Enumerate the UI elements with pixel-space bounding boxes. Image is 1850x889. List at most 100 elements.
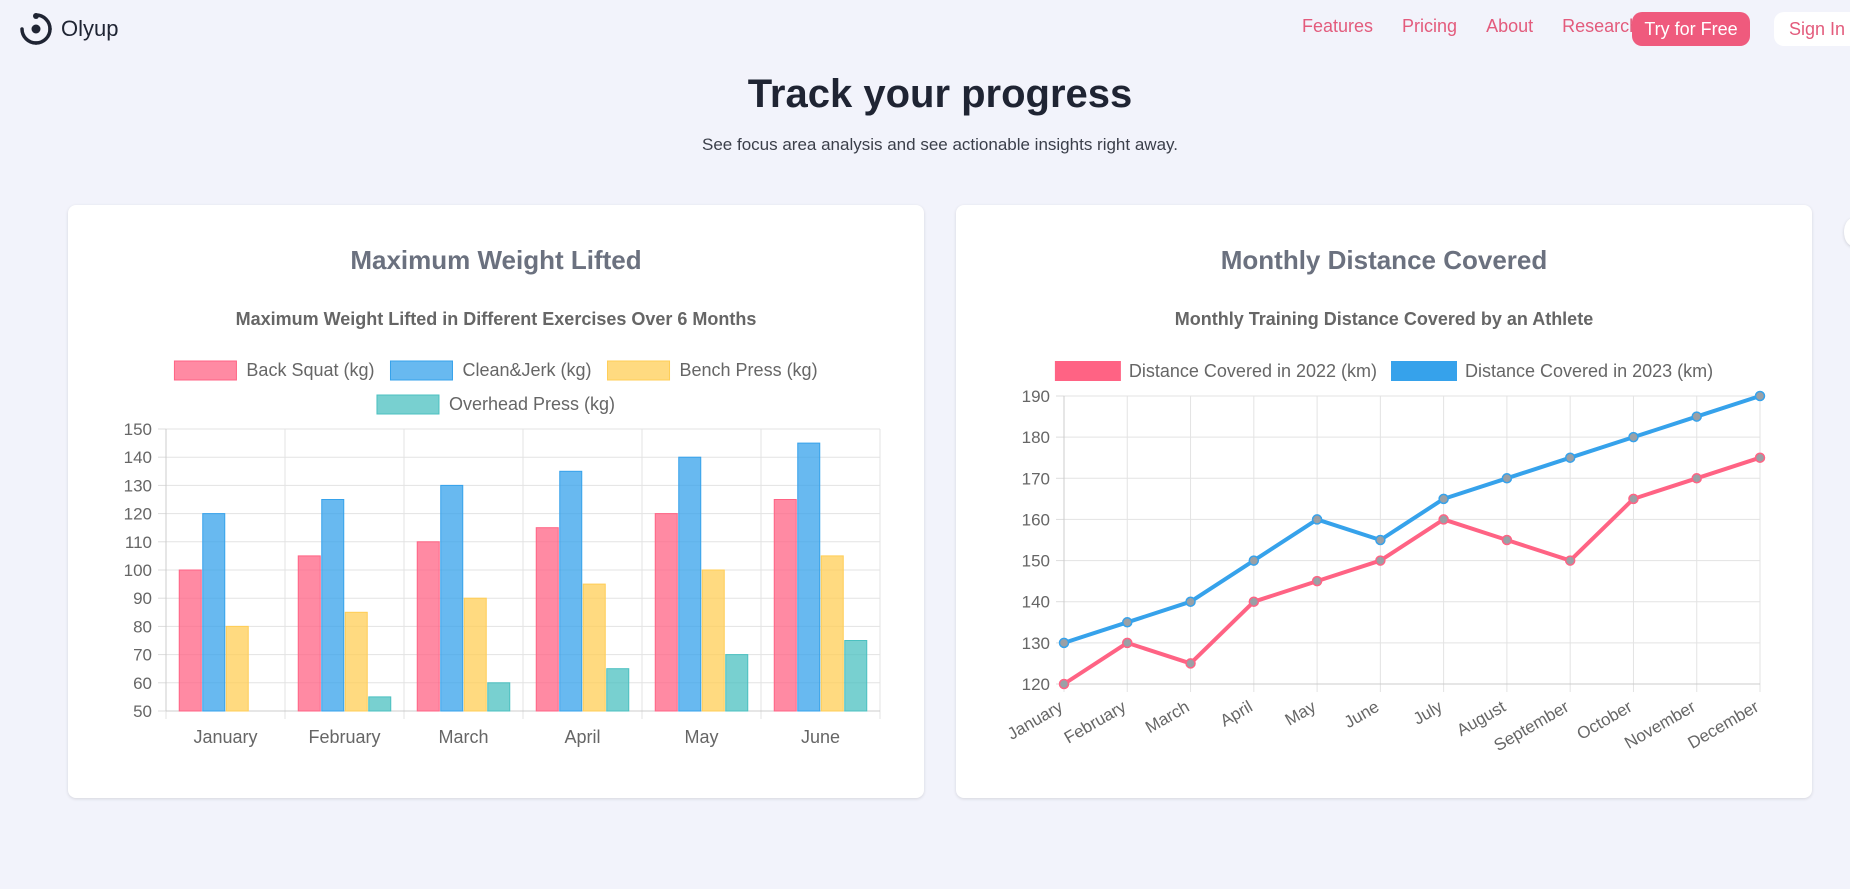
bar	[797, 442, 821, 712]
try-for-free-button[interactable]: Try for Free	[1632, 12, 1750, 46]
y-tick-label: 150	[1022, 552, 1050, 571]
y-tick-label: 130	[1022, 634, 1050, 653]
chart-title: Monthly Training Distance Covered by an …	[1175, 309, 1593, 329]
bar	[725, 654, 749, 712]
x-tick-label: November	[1621, 697, 1699, 753]
series-line	[1063, 394, 1761, 645]
logo-icon	[20, 13, 52, 45]
logo[interactable]: Olyup	[19, 12, 118, 46]
data-point	[1185, 658, 1196, 669]
y-tick-label: 190	[1022, 387, 1050, 406]
y-tick-label: 90	[133, 589, 152, 608]
bar	[844, 640, 868, 712]
x-tick-label: May	[684, 727, 718, 747]
bar	[678, 456, 702, 712]
floating-widget[interactable]	[1844, 218, 1850, 246]
nav-link-research[interactable]: Research	[1562, 16, 1640, 36]
bar	[440, 484, 464, 712]
bar	[559, 470, 583, 712]
series-line	[1062, 455, 1761, 686]
legend-label: Clean&Jerk (kg)	[462, 360, 591, 380]
data-point	[1501, 473, 1513, 484]
distance-chart-card: Monthly Distance Covered Monthly Trainin…	[956, 205, 1812, 798]
bar	[701, 569, 725, 712]
legend-swatch	[1391, 361, 1457, 381]
bar	[820, 555, 844, 712]
y-tick-label: 110	[125, 533, 152, 552]
legend-swatch	[607, 360, 671, 381]
data-point	[1438, 514, 1449, 525]
x-tick-label: March	[1142, 697, 1192, 737]
data-point	[1375, 534, 1386, 546]
sign-in-button[interactable]: Sign In	[1774, 12, 1850, 46]
data-point	[1311, 575, 1323, 587]
navbar: Olyup Features Pricing About Research Tr…	[0, 0, 1850, 58]
bar	[535, 527, 559, 712]
legend-label: Back Squat (kg)	[246, 360, 374, 380]
bar	[416, 541, 440, 712]
nav-link-about[interactable]: About	[1486, 16, 1534, 36]
bar	[606, 668, 630, 712]
x-tick-label: June	[1341, 697, 1382, 732]
data-point	[1501, 534, 1513, 546]
x-tick-label: June	[801, 727, 840, 747]
legend-label: Bench Press (kg)	[680, 360, 818, 380]
data-point	[1375, 555, 1386, 566]
nav-link-features[interactable]: Features	[1302, 16, 1374, 36]
data-point	[1628, 431, 1639, 443]
data-point	[1058, 637, 1070, 649]
data-point	[1754, 452, 1766, 463]
legend-swatch	[1054, 361, 1121, 381]
bar	[463, 597, 487, 712]
nav-links: Features Pricing About Research	[1302, 16, 1668, 37]
page-subtitle: See focus area analysis and see actionab…	[702, 135, 1178, 154]
y-tick-label: 150	[124, 420, 152, 439]
weight-chart-card: Maximum Weight Lifted Maximum Weight Lif…	[68, 205, 924, 798]
y-tick-label: 120	[1022, 675, 1050, 694]
y-tick-label: 160	[1022, 510, 1050, 529]
y-tick-label: 100	[124, 561, 152, 580]
x-tick-label: April	[564, 727, 600, 747]
legend-swatch	[376, 394, 440, 415]
legend-swatch	[389, 360, 453, 381]
y-tick-label: 130	[124, 476, 152, 495]
bar	[773, 499, 797, 712]
chart-title: Maximum Weight Lifted in Different Exerc…	[236, 309, 757, 329]
x-tick-label: March	[438, 727, 488, 747]
data-point	[1311, 514, 1323, 525]
y-tick-label: 60	[133, 674, 152, 693]
data-point	[1754, 390, 1766, 402]
x-tick-label: July	[1410, 697, 1446, 729]
weight-card-title: Maximum Weight Lifted	[350, 245, 642, 275]
distance-card-title: Monthly Distance Covered	[1220, 245, 1548, 275]
legend-label: Overhead Press (kg)	[449, 394, 615, 414]
x-tick-label: January	[1004, 697, 1066, 744]
bar	[178, 569, 202, 712]
y-tick-label: 120	[124, 505, 152, 524]
legend-label: Distance Covered in 2022 (km)	[1129, 361, 1377, 381]
bar	[321, 499, 345, 712]
data-point	[1628, 493, 1639, 505]
data-point	[1564, 452, 1576, 463]
legend-swatch	[173, 360, 237, 381]
page-title: Track your progress	[747, 72, 1133, 116]
nav-link-pricing[interactable]: Pricing	[1402, 16, 1458, 36]
distance-line-chart: Monthly Training Distance Covered by an …	[1004, 309, 1766, 755]
data-point	[1058, 678, 1070, 690]
y-tick-label: 140	[1022, 593, 1050, 612]
y-tick-label: 70	[133, 646, 152, 665]
bar	[297, 555, 321, 712]
bar	[654, 513, 678, 712]
legend-label: Distance Covered in 2023 (km)	[1465, 361, 1713, 381]
y-tick-label: 180	[1022, 428, 1050, 447]
bar	[344, 611, 368, 712]
x-tick-label: May	[1282, 697, 1320, 730]
x-tick-label: February	[308, 727, 380, 747]
bar	[202, 513, 226, 712]
bar	[582, 583, 606, 712]
y-tick-label: 80	[133, 617, 152, 636]
data-point	[1691, 473, 1702, 484]
data-point	[1122, 637, 1133, 649]
data-point	[1248, 555, 1260, 566]
x-tick-label: February	[1061, 697, 1130, 748]
